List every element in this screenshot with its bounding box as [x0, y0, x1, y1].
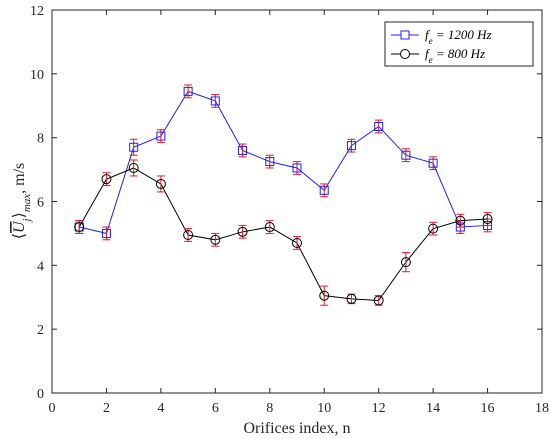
x-tick-label: 14	[426, 401, 440, 416]
series-line	[78, 167, 488, 301]
data-point	[264, 222, 275, 233]
x-tick-label: 6	[212, 401, 219, 416]
data-point	[455, 215, 466, 226]
data-point	[292, 237, 302, 248]
y-tick-label: 0	[37, 387, 44, 402]
data-point	[237, 226, 248, 237]
data-point	[265, 157, 275, 167]
legend-label: fe = 800 Hz	[425, 46, 485, 65]
y-tick-label: 4	[37, 259, 44, 274]
x-tick-label: 2	[103, 401, 110, 416]
tick-layer: 0 2 4 6 8 10 12 14 16 18 0 2 4 6 8 10 12	[30, 4, 549, 416]
plot-area	[51, 9, 543, 394]
data-point	[238, 145, 248, 155]
data-point	[319, 185, 329, 195]
data-point	[428, 158, 438, 168]
data-point	[373, 295, 384, 306]
data-point	[401, 150, 411, 160]
data-point	[128, 162, 139, 173]
data-point	[155, 178, 166, 189]
data-point	[156, 131, 166, 141]
data-point	[374, 121, 384, 131]
data-point	[482, 214, 493, 225]
legend-entry: fe = 1200 Hz	[391, 27, 492, 46]
data-point	[346, 141, 356, 151]
data-point	[183, 86, 193, 96]
x-tick-label: 10	[317, 401, 331, 416]
data-point	[101, 174, 112, 185]
series-layer	[74, 84, 493, 306]
series-line	[79, 90, 488, 235]
legend-marker	[400, 49, 410, 59]
x-tick-label: 8	[266, 401, 273, 416]
data-point	[210, 96, 220, 106]
x-tick-label: 16	[481, 401, 495, 416]
y-axis-label: ⟨Uj⟩max, m/s	[11, 163, 33, 240]
data-point	[129, 142, 139, 152]
x-axis-label: Orifices index, n	[243, 420, 350, 437]
legend-label: fe = 1200 Hz	[425, 27, 492, 46]
data-point	[183, 230, 194, 241]
x-tick-label: 4	[157, 401, 164, 416]
y-tick-label: 10	[30, 68, 44, 83]
data-point	[400, 257, 411, 268]
data-point	[74, 222, 85, 233]
y-tick-label: 12	[30, 4, 44, 19]
legend-entry: fe = 800 Hz	[391, 46, 485, 65]
x-tick-label: 18	[535, 401, 549, 416]
series-2	[74, 159, 493, 306]
data-point	[346, 293, 357, 304]
legend-box	[384, 21, 534, 67]
x-tick-label: 0	[49, 401, 56, 416]
data-point	[428, 223, 439, 234]
data-point	[101, 228, 111, 238]
legend-marker	[400, 30, 410, 40]
y-tick-label: 6	[37, 196, 44, 211]
data-point	[210, 234, 221, 245]
y-tick-label: 8	[37, 132, 44, 147]
data-point	[319, 290, 330, 301]
x-tick-label: 12	[372, 401, 386, 416]
y-tick-label: 2	[37, 323, 44, 338]
data-point	[292, 163, 302, 173]
